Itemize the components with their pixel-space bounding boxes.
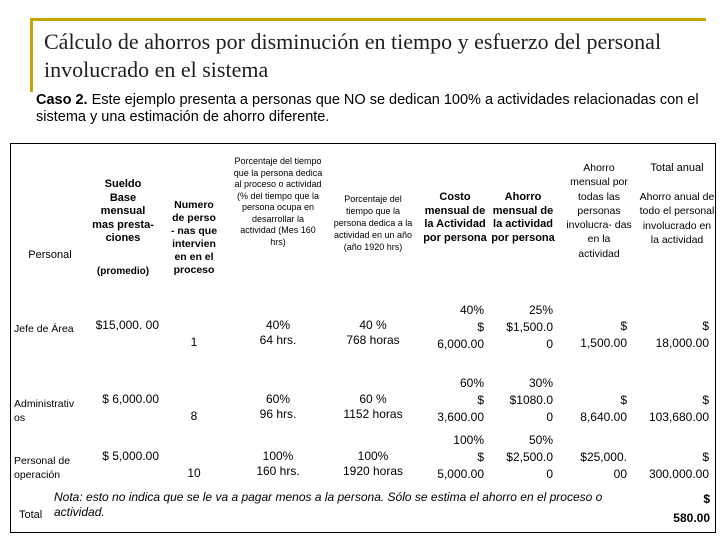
row-2-costo: 60% $ 3,600.00 xyxy=(421,375,484,426)
row-3-porc-mes-hrs: 160 hrs. xyxy=(256,464,300,478)
title-accent-vertical xyxy=(30,18,33,92)
header-total-sub: Ahorro anual de todo el personal involuc… xyxy=(639,191,715,246)
row-3-ahorro-todas-cents: 00 xyxy=(613,467,627,481)
header-sueldo: Sueldo Base mensual mas presta- ciones xyxy=(92,178,154,244)
header-ahorro-todas: Ahorro mensual por todas las personas in… xyxy=(566,162,632,260)
row-3-costo-value: 5,000.00 xyxy=(437,467,484,481)
row-2-ahorro-value: $1080.0 xyxy=(509,393,553,407)
row-1-porc-anio-pct: 40 % xyxy=(359,318,387,332)
row-3-sueldo: $ 5,000.00 xyxy=(102,449,159,463)
row-1-ahorro-todas-sign: $ xyxy=(620,319,627,333)
header-sueldo-sub: (promedio) xyxy=(96,266,150,277)
header-numero: Numero de perso - nas que intervien en e… xyxy=(170,199,218,276)
row-1-ahorro-todas-value: 1,500.00 xyxy=(580,336,627,350)
row-2-ahorro-todas-value: 8,640.00 xyxy=(580,410,627,424)
row-1-numero: 1 xyxy=(190,335,198,349)
case-label: Caso 2. xyxy=(36,92,88,108)
row-2-total-value: 103,680.00 xyxy=(648,410,709,424)
row-3-porc-anio-hrs: 1920 horas xyxy=(342,464,404,478)
row-2-ahorro-todas: $ 8,640.00 xyxy=(563,392,627,426)
row-2-porc-anio: 60 % 1152 horas xyxy=(333,392,413,422)
row-3-personal: Personal de operación xyxy=(14,455,71,481)
row-1-total-value: 18,000.00 xyxy=(655,336,709,350)
header-porc-mes: Porcentaje del tiempo que la persona ded… xyxy=(233,156,323,247)
row-3-porc-anio: 100% 1920 horas xyxy=(333,449,413,479)
row-3-ahorro-todas-value: $25,000. xyxy=(580,450,627,464)
header-porc-anio: Porcentaje del tiempo que la persona ded… xyxy=(333,194,413,252)
header-total: Total anual xyxy=(650,162,704,174)
row-1-porc-anio: 40 % 768 horas xyxy=(333,318,413,348)
row-3-ahorro-value: $2,500.0 xyxy=(506,450,553,464)
row-1-ahorro-value: $1,500.0 xyxy=(506,320,553,334)
total-label: Total xyxy=(19,509,43,521)
row-3-costo-pct: 100% xyxy=(453,433,484,447)
row-2-ahorro-cents: 0 xyxy=(546,410,553,424)
row-2-ahorro-pct: 30% xyxy=(528,376,553,390)
title-accent-horizontal xyxy=(30,18,706,21)
row-2-porc-mes-pct: 60% xyxy=(265,392,291,406)
row-1-porc-mes-hrs: 64 hrs. xyxy=(259,333,297,347)
header-personal: Personal xyxy=(28,249,72,261)
savings-table: Personal Sueldo Base mensual mas presta-… xyxy=(10,143,716,533)
row-1-porc-mes-pct: 40% xyxy=(265,318,291,332)
row-2-ahorro: 30% $1080.0 0 xyxy=(487,375,553,426)
row-3-ahorro-todas: $25,000. 00 xyxy=(563,449,627,483)
case-description: Caso 2. Este ejemplo presenta a personas… xyxy=(36,92,708,126)
row-3-ahorro-cents: 0 xyxy=(546,467,553,481)
row-1-sueldo: $15,000. 00 xyxy=(95,318,159,332)
row-1-costo-pct: 40% xyxy=(459,303,484,317)
row-3-numero: 10 xyxy=(187,466,201,480)
row-3-total: $ 300.000.00 xyxy=(637,449,709,483)
footnote: Nota: esto no indica que se le va a paga… xyxy=(54,490,603,519)
row-1-ahorro-cents: 0 xyxy=(546,337,553,351)
row-1-porc-mes: 40% 64 hrs. xyxy=(233,318,323,348)
row-2-total: $ 103,680.00 xyxy=(637,392,709,426)
grand-total: $ 580.00 xyxy=(640,490,710,528)
row-3-total-value: 300.000.00 xyxy=(648,467,709,481)
row-1-porc-anio-hrs: 768 horas xyxy=(346,333,400,347)
row-2-costo-pct: 60% xyxy=(459,376,484,390)
header-costo: Costo mensual de la Actividad por person… xyxy=(423,191,487,244)
row-2-porc-anio-pct: 60 % xyxy=(359,392,387,406)
slide-title: Cálculo de ahorros por disminución en ti… xyxy=(44,29,662,82)
row-2-total-sign: $ xyxy=(702,393,709,407)
row-1-total-sign: $ xyxy=(702,319,709,333)
row-2-personal: Administrativ os xyxy=(14,398,75,424)
row-2-costo-value: 3,600.00 xyxy=(437,410,484,424)
row-1-costo: 40% $ 6,000.00 xyxy=(421,302,484,353)
row-1-ahorro: 25% $1,500.0 0 xyxy=(487,302,553,353)
row-1-personal: Jefe de Área xyxy=(14,323,74,335)
row-1-costo-value: 6,000.00 xyxy=(437,337,484,351)
row-2-porc-mes-hrs: 96 hrs. xyxy=(259,407,297,421)
row-3-ahorro: 50% $2,500.0 0 xyxy=(487,432,553,483)
row-1-total: $ 18,000.00 xyxy=(637,318,709,352)
row-2-numero: 8 xyxy=(190,409,198,423)
row-2-ahorro-todas-sign: $ xyxy=(620,393,627,407)
row-2-porc-mes: 60% 96 hrs. xyxy=(233,392,323,422)
row-1-ahorro-pct: 25% xyxy=(528,303,553,317)
row-2-sueldo: $ 6,000.00 xyxy=(102,392,159,406)
row-2-costo-sign: $ xyxy=(477,393,484,407)
grand-total-value: 580.00 xyxy=(673,511,710,525)
row-3-porc-mes: 100% 160 hrs. xyxy=(233,449,323,479)
header-ahorro: Ahorro mensual de la actividad por perso… xyxy=(491,191,555,244)
case-text: Este ejemplo presenta a personas que NO … xyxy=(36,92,699,125)
row-3-porc-anio-pct: 100% xyxy=(357,449,389,463)
row-3-costo-sign: $ xyxy=(477,450,484,464)
row-3-costo: 100% $ 5,000.00 xyxy=(421,432,484,483)
grand-total-sign: $ xyxy=(703,492,710,506)
row-2-porc-anio-hrs: 1152 horas xyxy=(343,407,403,421)
row-3-porc-mes-pct: 100% xyxy=(262,449,294,463)
row-1-costo-sign: $ xyxy=(477,320,484,334)
row-1-ahorro-todas: $ 1,500.00 xyxy=(563,318,627,352)
row-3-total-sign: $ xyxy=(702,450,709,464)
row-3-ahorro-pct: 50% xyxy=(528,433,553,447)
